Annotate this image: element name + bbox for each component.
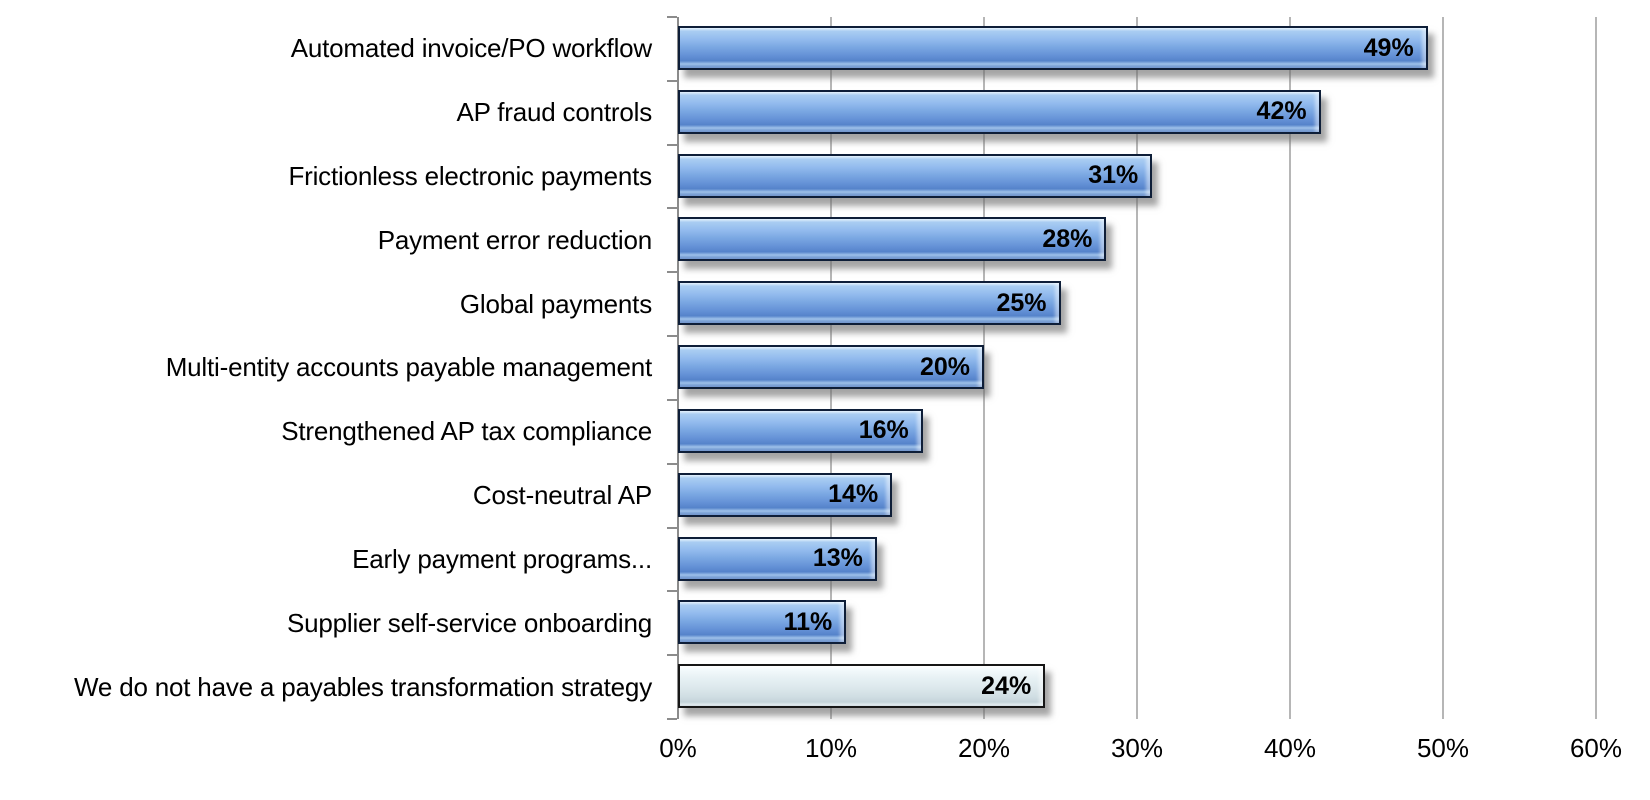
bar-value-label: 49% [1363, 33, 1414, 62]
bar: 16% [678, 408, 923, 453]
y-axis-tick [667, 207, 677, 210]
category-label: Global payments [459, 288, 652, 319]
category-label: Strengthened AP tax compliance [281, 416, 652, 447]
bar-value-label: 16% [858, 416, 909, 445]
bar: 28% [678, 217, 1107, 262]
category-label: We do not have a payables transformation… [74, 671, 652, 702]
bar: 31% [678, 153, 1153, 198]
bar-value-label: 20% [919, 352, 970, 381]
x-tick-label: 30% [1110, 733, 1164, 763]
y-axis-tick [667, 16, 677, 18]
bar: 14% [678, 472, 893, 517]
bar: 13% [678, 536, 877, 581]
bar: 42% [678, 89, 1321, 134]
y-axis-tick [667, 590, 677, 593]
bar: 25% [678, 281, 1061, 326]
gridline [1136, 17, 1138, 719]
category-label: Automated invoice/PO workflow [290, 33, 652, 64]
y-axis-tick [667, 718, 677, 720]
x-axis: 0% 10% 20% 30% 40% 50% 60% [659, 730, 1622, 766]
gridline [1595, 17, 1597, 719]
plot-area: 49% 42% 31% 28% 25% 20% 16% 14% 13% 11% 24% [667, 16, 1597, 720]
x-tick-label: 50% [1416, 733, 1470, 763]
bar-value-label: 14% [828, 480, 879, 509]
y-axis-tick [667, 79, 677, 82]
x-tick-label: 10% [804, 733, 858, 763]
y-axis-tick [667, 398, 677, 401]
x-tick-label: 60% [1569, 733, 1623, 763]
bar: 49% [678, 26, 1428, 70]
bar: 11% [678, 600, 847, 645]
x-tick-label: 20% [957, 733, 1011, 763]
gridline [1288, 17, 1291, 719]
bar-value-label: 31% [1088, 161, 1139, 190]
category-label: AP fraud controls [456, 97, 652, 128]
bar: 20% [678, 345, 984, 390]
bar-value-label: 13% [812, 544, 863, 573]
bar: 24% [678, 664, 1046, 709]
y-axis-tick [667, 335, 677, 338]
bar-value-label: 11% [783, 607, 833, 636]
bar-value-label: 28% [1042, 224, 1093, 253]
category-label: Early payment programs... [352, 543, 652, 574]
y-axis-tick [667, 143, 677, 146]
x-tick-label: 0% [659, 733, 697, 763]
y-axis-tick [667, 526, 677, 529]
gridline [1442, 17, 1444, 719]
x-tick-label: 40% [1263, 733, 1317, 763]
bar-value-label: 25% [996, 288, 1047, 317]
category-axis: Automated invoice/PO workflow AP fraud co… [0, 17, 666, 719]
y-axis-tick [667, 462, 677, 465]
bar-value-label: 42% [1256, 97, 1307, 126]
y-axis-tick [667, 654, 677, 657]
category-label: Payment error reduction [377, 224, 653, 255]
category-label: Multi-entity accounts payable management [165, 352, 652, 383]
category-label: Frictionless electronic payments [288, 161, 652, 192]
y-axis-tick [667, 271, 677, 274]
category-label: Supplier self-service onboarding [286, 607, 652, 638]
gridline [982, 17, 985, 719]
category-label: Cost-neutral AP [472, 480, 652, 511]
bar-value-label: 24% [981, 671, 1032, 700]
